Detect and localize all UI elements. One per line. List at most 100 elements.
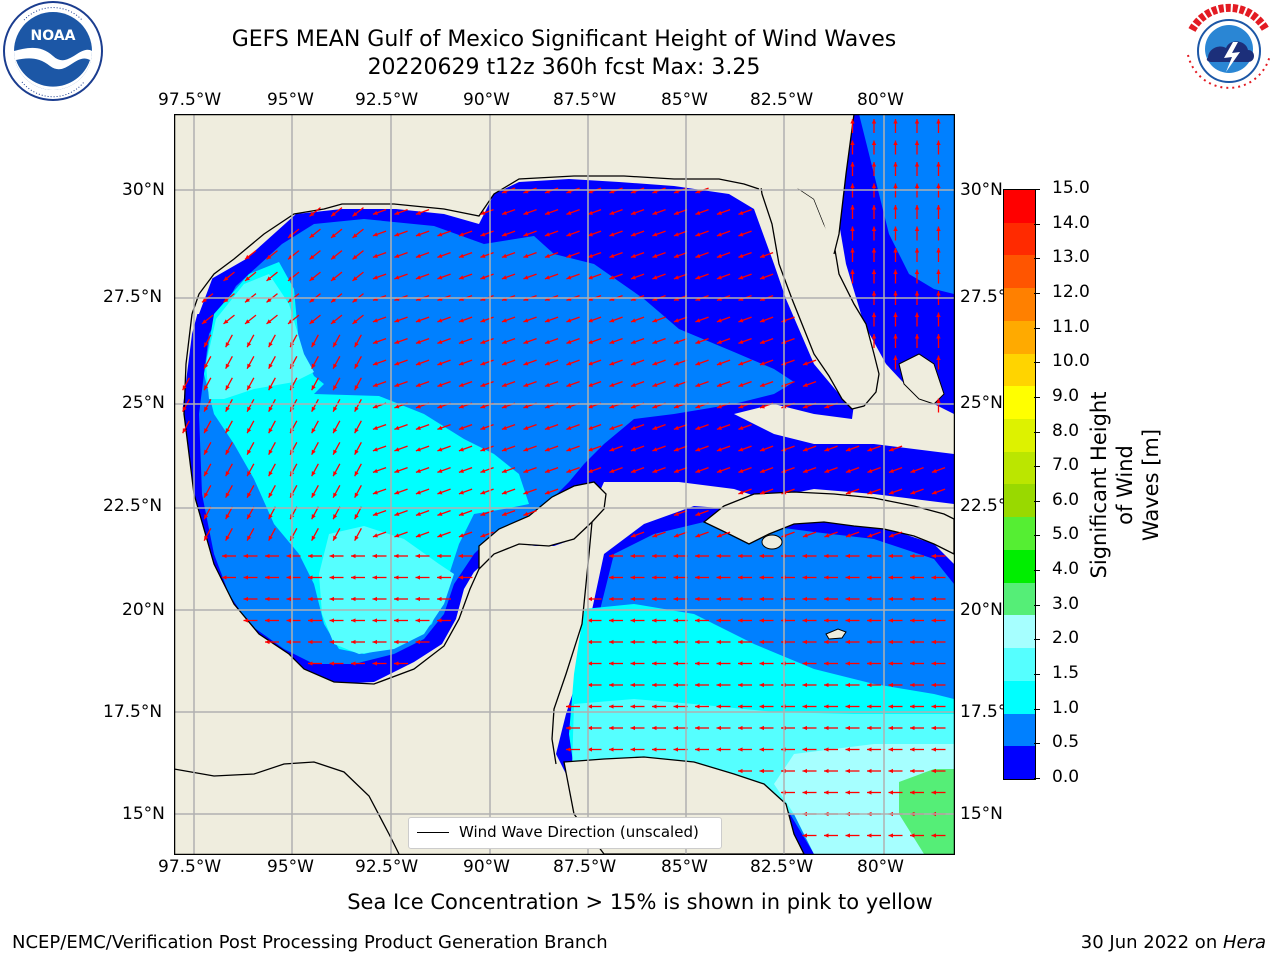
wind-arrow [716, 531, 731, 538]
lat-label-left-2: 25°N [122, 393, 165, 413]
wind-arrow [673, 251, 688, 259]
wind-arrow [914, 269, 920, 284]
wind-arrow [695, 725, 709, 731]
wind-arrow [437, 509, 451, 517]
wind-arrow [867, 553, 881, 559]
wind-arrow [566, 445, 580, 452]
wind-arrow [225, 463, 233, 477]
wind-arrow [523, 466, 537, 474]
wind-arrow [352, 250, 364, 260]
wind-arrow [824, 639, 838, 645]
wind-arrow [587, 639, 602, 645]
colorbar-tick-label: 2.0 [1052, 628, 1080, 649]
wind-arrow [243, 553, 258, 559]
colorbar-swatch [1004, 746, 1035, 779]
wind-arrow [931, 575, 946, 580]
wind-arrow [394, 509, 408, 517]
wind-arrow [695, 618, 709, 623]
wind-arrow [738, 488, 752, 495]
wind-arrow [587, 273, 602, 280]
lon-label-top-1: 95°W [267, 90, 314, 110]
colorbar-tick-label: 0.5 [1052, 732, 1080, 753]
colorbar-tick-label: 12.0 [1052, 281, 1090, 302]
wind-arrow [243, 618, 258, 623]
wind-arrow [566, 316, 580, 323]
wind-arrow [544, 316, 559, 323]
wind-arrow [330, 250, 343, 260]
wind-arrow [265, 596, 279, 602]
colorbar-tick-label: 4.0 [1052, 559, 1080, 580]
wind-arrow [824, 682, 838, 688]
colorbar-swatch [1004, 320, 1035, 354]
wind-arrow [246, 334, 255, 348]
wind-arrow [308, 661, 322, 666]
wind-arrow [716, 639, 731, 645]
wind-arrow [871, 312, 877, 327]
wind-arrow [415, 488, 430, 495]
wind-arrow [437, 488, 451, 495]
wind-arrow [332, 420, 341, 434]
wind-arrow [286, 639, 301, 645]
wind-arrow [630, 725, 645, 731]
wind-arrow [871, 269, 877, 284]
wind-arrow [311, 528, 319, 541]
wind-arrow [802, 768, 817, 774]
wind-arrow [544, 380, 559, 388]
wind-arrow [652, 466, 666, 474]
wind-arrow [480, 466, 494, 474]
wind-arrow [652, 725, 666, 731]
sea-ice-note: Sea Ice Concentration > 15% is shown in … [347, 890, 933, 914]
wind-arrow [354, 463, 362, 477]
colorbar-swatch [1004, 484, 1035, 518]
wind-arrow [867, 833, 881, 838]
wind-arrow [738, 380, 752, 388]
wind-arrow [759, 359, 774, 366]
wind-arrow [759, 682, 774, 688]
wind-arrow [673, 423, 688, 431]
wind-arrow [243, 575, 258, 580]
legend-line-icon [417, 832, 449, 833]
wind-arrow [354, 399, 362, 412]
wind-arrow [332, 399, 341, 412]
wind-arrow [332, 463, 341, 477]
wind-arrow [695, 575, 709, 580]
wind-arrow [544, 337, 559, 345]
lat-label-left-6: 15°N [122, 804, 165, 824]
wind-arrow [910, 790, 924, 795]
wind-arrow [867, 445, 881, 452]
wind-arrow [652, 682, 666, 688]
wind-arrow [871, 205, 877, 219]
wind-arrow [265, 553, 279, 559]
wind-arrow [738, 618, 752, 623]
wind-arrow [931, 747, 946, 752]
wind-arrow [458, 380, 473, 388]
wind-arrow [824, 768, 838, 774]
wind-arrow [372, 230, 387, 237]
wind-arrow [931, 704, 946, 709]
wind-arrow [867, 639, 881, 645]
wind-arrow [936, 334, 941, 348]
wind-arrow [673, 230, 688, 237]
wind-arrow [372, 466, 387, 474]
wind-arrow [716, 466, 731, 474]
wind-arrow [936, 162, 941, 176]
wind-arrow [311, 463, 319, 477]
wind-arrow [544, 230, 559, 237]
chart-title-line2: 20220629 t12z 360h fcst Max: 3.25 [367, 55, 761, 80]
wind-arrow [330, 207, 343, 217]
wind-arrow [437, 596, 451, 602]
wind-arrow [802, 747, 817, 752]
lat-label-left-5: 17.5°N [103, 702, 163, 722]
wind-arrow [587, 316, 602, 323]
colorbar-label: Significant Height of Wind Waves [m] [1086, 385, 1164, 585]
wind-arrow [354, 485, 362, 498]
wind-arrow [587, 445, 602, 452]
wind-arrow [566, 466, 580, 474]
wind-arrow [759, 273, 774, 280]
wind-arrow [394, 531, 408, 538]
wind-arrow [931, 833, 946, 838]
wind-arrow [268, 442, 276, 455]
wind-arrow [914, 119, 920, 133]
wind-arrow [850, 248, 855, 262]
wind-arrow [394, 359, 408, 366]
